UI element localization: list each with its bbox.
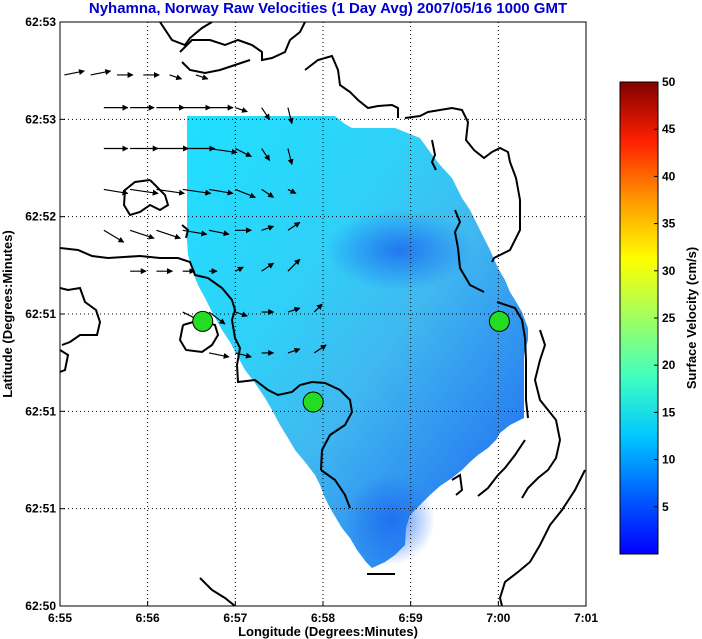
- x-tick-label: 6:58: [311, 611, 335, 625]
- colorbar-tick-label: 15: [662, 405, 676, 419]
- velocity-arrow: [129, 229, 155, 240]
- low-speed-zone-south: [345, 475, 435, 565]
- chart-title: Nyhamna, Norway Raw Velocities (1 Day Av…: [89, 0, 567, 17]
- velocity-arrow: [208, 229, 230, 237]
- velocity-arrow: [313, 303, 323, 313]
- colorbar-tick-label: 5: [662, 500, 669, 514]
- station-markers: [192, 310, 510, 413]
- velocity-arrow: [313, 344, 327, 354]
- velocity-arrow: [235, 188, 256, 199]
- velocity-arrow: [287, 347, 301, 354]
- colorbar-tick-label: 20: [662, 358, 676, 372]
- colorbar-label: Surface Velocity (cm/s): [684, 247, 699, 389]
- velocity-arrow: [90, 69, 112, 76]
- velocity-arrow: [195, 74, 209, 81]
- velocity-arrow: [235, 311, 248, 318]
- station-marker: [488, 310, 510, 332]
- colorbar-tick-label: 25: [662, 311, 676, 325]
- colorbar-tick-label: 45: [662, 122, 676, 136]
- velocity-arrow: [287, 258, 301, 272]
- velocity-arrow: [235, 352, 252, 359]
- velocity-arrow: [64, 69, 85, 76]
- station-marker: [192, 310, 214, 332]
- velocity-arrow: [261, 148, 271, 162]
- velocity-arrow: [261, 225, 275, 231]
- velocity-arrow: [208, 188, 234, 196]
- station-marker: [302, 391, 324, 413]
- velocity-arrow: [287, 221, 301, 231]
- velocity-arrow: [261, 262, 275, 272]
- velocity-arrow: [130, 188, 159, 196]
- y-tick-label: 62:51: [25, 502, 56, 516]
- x-tick-label: 7:00: [486, 611, 510, 625]
- velocity-arrow: [235, 107, 248, 113]
- velocity-arrow: [156, 188, 186, 196]
- y-axis-label: Latitude (Degrees:Minutes): [0, 230, 15, 398]
- low-speed-zone: [325, 210, 475, 290]
- colorbar-tick-label: 35: [662, 217, 676, 231]
- x-tick-label: 6:57: [223, 611, 247, 625]
- velocity-arrow: [208, 147, 238, 155]
- velocity-arrow: [287, 107, 294, 125]
- velocity-arrow: [287, 306, 301, 313]
- velocity-arrow: [208, 352, 230, 359]
- x-axis-ticks: 6:55 6:56 6:57 6:58 6:59 7:00 7:01: [48, 601, 598, 625]
- velocity-arrow: [287, 148, 294, 166]
- velocity-vectors: [64, 69, 327, 359]
- y-tick-label: 62:52: [25, 210, 56, 224]
- x-tick-label: 6:55: [48, 611, 72, 625]
- velocity-arrow: [287, 188, 297, 194]
- y-tick-label: 62:53: [25, 112, 56, 126]
- colorbar-tick-label: 10: [662, 453, 676, 467]
- colorbar: 5 10 15 20 25 30 35 40 45 50 Surface Velocity (cm…: [619, 75, 699, 555]
- x-axis-label: Longitude (Degrees:Minutes): [238, 624, 418, 639]
- colorbar-tick-label: 40: [662, 169, 676, 183]
- y-tick-label: 62:50: [25, 599, 56, 613]
- velocity-arrow: [182, 188, 212, 196]
- colorbar-ticks: 5 10 15 20 25 30 35 40 45 50: [654, 75, 676, 514]
- velocity-arrow: [103, 229, 125, 243]
- velocity-arrow: [261, 107, 271, 121]
- y-tick-label: 62:51: [25, 307, 56, 321]
- colorbar-tick-label: 30: [662, 264, 676, 278]
- y-tick-label: 62:53: [25, 15, 56, 29]
- x-tick-label: 7:01: [574, 611, 598, 625]
- y-tick-label: 62:51: [25, 404, 56, 418]
- y-axis-ticks: 62:50 62:51 62:51 62:51 62:52 62:53 62:53: [25, 15, 65, 613]
- velocity-arrow: [169, 74, 183, 81]
- velocity-arrow: [103, 188, 129, 196]
- velocity-arrow: [156, 229, 182, 240]
- colorbar-tick-label: 50: [662, 75, 676, 89]
- velocity-arrow: [235, 266, 244, 273]
- x-tick-label: 6:59: [399, 611, 423, 625]
- coastline: [60, 22, 586, 606]
- velocity-arrow: [261, 188, 275, 198]
- velocity-arrow: [208, 311, 226, 325]
- velocity-arrow: [235, 147, 252, 158]
- velocity-arrow: [182, 229, 208, 237]
- x-tick-label: 6:56: [136, 611, 160, 625]
- colorbar-gradient: [619, 81, 659, 555]
